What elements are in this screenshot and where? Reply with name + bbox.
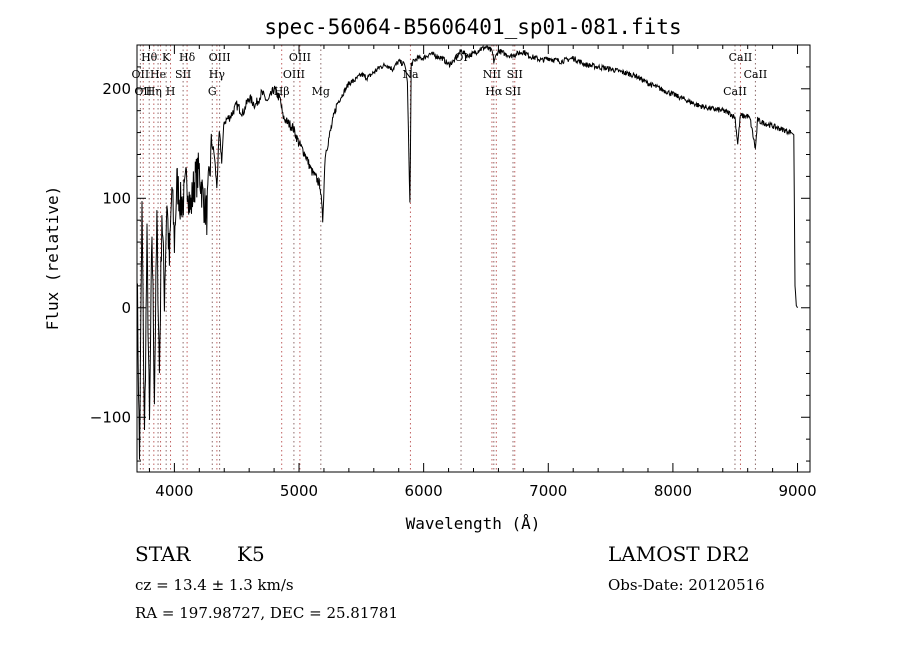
line-marker-label: OIII: [289, 51, 311, 64]
line-marker-label: He: [150, 68, 166, 81]
line-marker-label: OIII: [209, 51, 231, 64]
x-tick-label: 5000: [280, 482, 318, 500]
line-marker-label: Hδ: [179, 51, 196, 64]
line-marker-label: OIII: [283, 68, 305, 81]
chart-title: spec-56064-B5606401_sp01-081.fits: [264, 15, 681, 39]
line-marker-label: Hθ: [141, 51, 158, 64]
x-tick-label: 9000: [778, 482, 816, 500]
y-tick-label: −100: [90, 408, 131, 426]
y-axis-label: Flux (relative): [43, 186, 62, 331]
obs-date: Obs-Date: 20120516: [608, 576, 765, 594]
line-marker-label: SII: [505, 85, 521, 98]
line-marker-label: H: [166, 85, 176, 98]
y-tick-label: 200: [102, 80, 131, 98]
line-marker-label: Hβ: [274, 85, 290, 98]
line-marker-label: G: [208, 85, 217, 98]
line-marker-label: SII: [507, 68, 523, 81]
survey-name: LAMOST DR2: [608, 542, 750, 566]
x-tick-label: 6000: [405, 482, 443, 500]
redshift-readout: cz = 13.4 ± 1.3 km/s: [135, 576, 294, 594]
spectrum-line: [136, 44, 798, 460]
line-marker-label: OII: [134, 85, 152, 98]
y-tick-label: 100: [102, 189, 131, 207]
line-marker-label: Hγ: [209, 68, 226, 81]
line-marker-label: SII: [175, 68, 191, 81]
line-marker-label: CaII: [744, 68, 768, 81]
line-marker-label: OII: [132, 68, 150, 81]
line-marker-label: Na: [402, 68, 419, 81]
line-marker-label: Hη: [146, 85, 162, 98]
object-subclass: K5: [237, 542, 265, 566]
line-marker-label: Hα: [485, 85, 503, 98]
x-axis-label: Wavelength (Å): [406, 514, 541, 533]
line-marker-label: CaII: [723, 85, 747, 98]
object-class: STAR: [135, 542, 191, 566]
line-marker-label: CaII: [729, 51, 753, 64]
line-marker-label: NII: [483, 68, 501, 81]
x-tick-label: 4000: [155, 482, 193, 500]
coordinates: RA = 197.98727, DEC = 25.81781: [135, 604, 399, 622]
y-tick-label: 0: [121, 299, 131, 317]
x-tick-label: 8000: [654, 482, 692, 500]
x-tick-label: 7000: [529, 482, 567, 500]
line-marker-label: OI: [454, 51, 467, 64]
line-marker-label: Mg: [312, 85, 330, 98]
line-marker-label: K: [162, 51, 171, 64]
